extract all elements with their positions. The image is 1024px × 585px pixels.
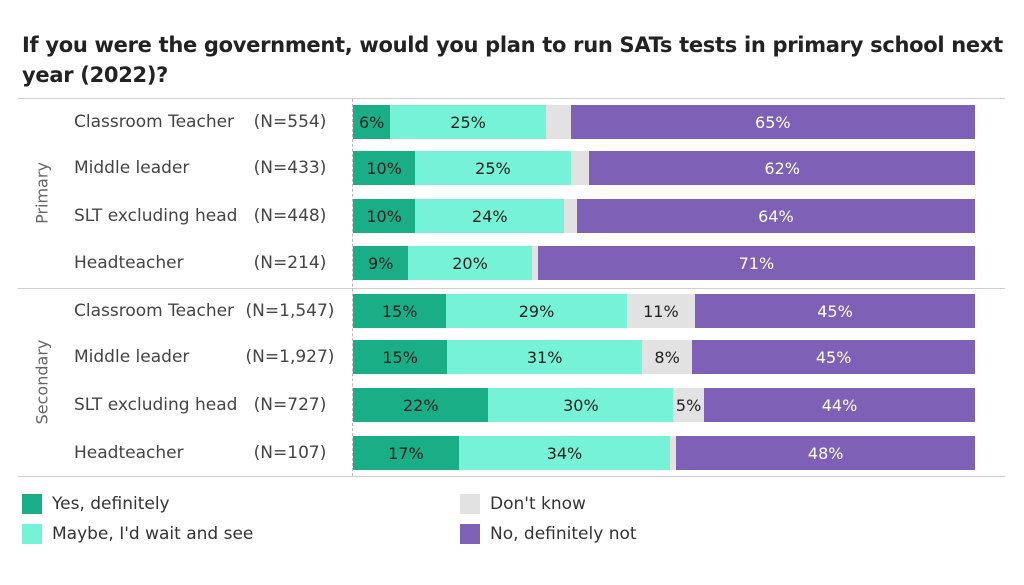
bar-segment-dontknow: [545, 105, 571, 139]
bar-segment-dontknow: [670, 436, 677, 470]
sample-size-label: (N=1,547): [245, 301, 335, 321]
bar-segment-no: 65%: [570, 105, 975, 139]
data-label: 25%: [475, 158, 511, 178]
bar-segment-dontknow: 5%: [673, 388, 705, 422]
bar-segment-dontknow: 11%: [626, 294, 696, 328]
data-label: 71%: [738, 253, 775, 273]
data-label: 65%: [755, 112, 791, 132]
category-label: Headteacher: [74, 443, 184, 463]
sample-size-label: (N=727): [253, 395, 327, 415]
data-label: 9%: [368, 253, 394, 273]
bar-segment-maybe: 31%: [447, 340, 642, 374]
legend-item-no: No, definitely not: [460, 524, 637, 544]
category-label: Middle leader: [74, 158, 190, 178]
bar-segment-yes: 17%: [353, 436, 459, 470]
bar-segment-yes: 22%: [353, 388, 489, 422]
group-separator: [18, 288, 1005, 289]
legend-item-maybe: Maybe, I'd wait and see: [22, 524, 253, 544]
axis-baseline: [352, 99, 353, 476]
data-label: 10%: [366, 158, 402, 178]
legend-swatch: [22, 494, 42, 514]
bar-segment-no: 64%: [576, 199, 975, 233]
data-label: 64%: [758, 206, 794, 226]
bar-segment-maybe: 20%: [408, 246, 532, 280]
data-label: 25%: [450, 112, 486, 132]
bar-segment-no: 45%: [695, 294, 975, 328]
bar-segment-dontknow: [531, 246, 538, 280]
bar-segment-maybe: 34%: [458, 436, 671, 470]
data-label: 29%: [518, 301, 555, 321]
bar-segment-no: 71%: [537, 246, 975, 280]
bar-segment-dontknow: [570, 151, 590, 185]
data-label: 10%: [366, 206, 402, 226]
bar-segment-maybe: 25%: [415, 151, 571, 185]
data-label: 6%: [358, 112, 385, 132]
bar-segment-maybe: 24%: [415, 199, 565, 233]
data-label: 62%: [764, 158, 800, 178]
data-label: 45%: [817, 301, 853, 321]
legend-label: No, definitely not: [490, 524, 637, 544]
data-label: 45%: [815, 347, 852, 367]
bar-segment-maybe: 29%: [446, 294, 627, 328]
bar-segment-maybe: 25%: [390, 105, 546, 139]
category-label: Headteacher: [74, 253, 184, 273]
legend-swatch: [460, 494, 480, 514]
category-label: Classroom Teacher: [74, 112, 235, 132]
data-label: 8%: [654, 347, 680, 367]
category-label: SLT excluding head: [74, 395, 238, 415]
data-label: 34%: [546, 443, 583, 463]
bar-segment-yes: 6%: [353, 105, 391, 139]
bar-segment-maybe: 30%: [488, 388, 674, 422]
bar-segment-yes: 15%: [353, 294, 447, 328]
bar-segment-yes: 9%: [353, 246, 409, 280]
data-label: 15%: [382, 347, 418, 367]
sample-size-label: (N=107): [253, 443, 327, 463]
sample-size-label: (N=554): [253, 112, 327, 132]
data-label: 44%: [821, 395, 858, 415]
bar-segment-yes: 10%: [353, 151, 416, 185]
legend-label: Maybe, I'd wait and see: [52, 524, 254, 544]
sample-size-label: (N=448): [253, 206, 327, 226]
bar-segment-no: 45%: [692, 340, 975, 374]
legend-label: Don't know: [490, 494, 586, 514]
category-label: SLT excluding head: [74, 206, 238, 226]
bar-segment-dontknow: 8%: [642, 340, 693, 374]
bar-segment-no: 62%: [589, 151, 975, 185]
sample-size-label: (N=214): [253, 253, 327, 273]
data-label: 11%: [643, 301, 679, 321]
legend-swatch: [22, 524, 42, 544]
legend-item-dontknow: Don't know: [460, 494, 586, 514]
bar-segment-yes: 15%: [353, 340, 448, 374]
category-label: Middle leader: [74, 347, 190, 367]
legend-swatch: [460, 524, 480, 544]
data-label: 48%: [807, 443, 844, 463]
data-label: 22%: [402, 395, 439, 415]
sample-size-label: (N=433): [253, 158, 327, 178]
data-label: 30%: [563, 395, 599, 415]
bar-segment-no: 44%: [704, 388, 975, 422]
data-label: 31%: [526, 347, 563, 367]
bottom-rule: [18, 476, 1005, 477]
legend-label: Yes, definitely: [52, 494, 170, 514]
bar-segment-yes: 10%: [353, 199, 416, 233]
sample-size-label: (N=1,927): [245, 347, 335, 367]
bar-segment-no: 48%: [676, 436, 975, 470]
data-label: 15%: [381, 301, 418, 321]
chart-title: If you were the government, would you pl…: [22, 33, 1003, 87]
data-label: 5%: [675, 395, 702, 415]
top-rule: [18, 98, 1005, 99]
data-label: 20%: [452, 253, 488, 273]
bar-segment-dontknow: [564, 199, 577, 233]
legend-item-yes: Yes, definitely: [22, 494, 170, 514]
data-label: 24%: [472, 206, 508, 226]
group-label-secondary: Secondary: [32, 339, 52, 425]
category-label: Classroom Teacher: [74, 301, 235, 321]
data-label: 17%: [388, 443, 424, 463]
group-label-primary: Primary: [32, 162, 52, 224]
